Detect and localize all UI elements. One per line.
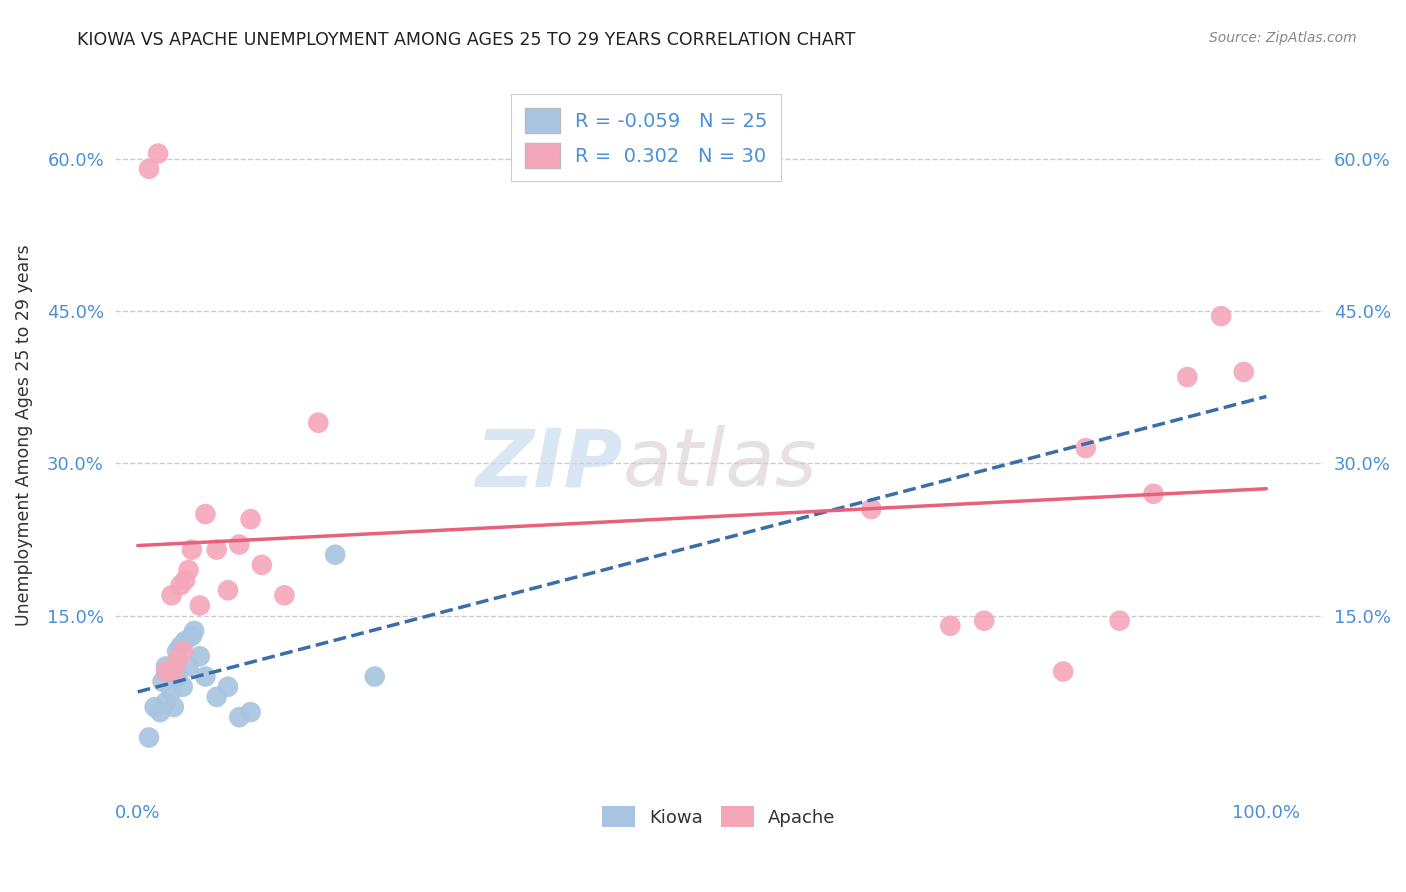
Point xyxy=(323,548,346,562)
Point xyxy=(155,695,177,709)
Point xyxy=(217,583,239,598)
Point xyxy=(1142,487,1164,501)
Point xyxy=(163,665,186,679)
Point xyxy=(180,542,202,557)
Point xyxy=(273,588,295,602)
Point xyxy=(166,644,188,658)
Point xyxy=(143,700,166,714)
Point xyxy=(155,659,177,673)
Point xyxy=(166,669,188,683)
Point xyxy=(160,588,183,602)
Point xyxy=(860,502,883,516)
Text: atlas: atlas xyxy=(623,425,817,503)
Point xyxy=(1052,665,1074,679)
Point xyxy=(155,665,177,679)
Point xyxy=(217,680,239,694)
Point xyxy=(163,700,186,714)
Point xyxy=(228,710,250,724)
Text: KIOWA VS APACHE UNEMPLOYMENT AMONG AGES 25 TO 29 YEARS CORRELATION CHART: KIOWA VS APACHE UNEMPLOYMENT AMONG AGES … xyxy=(77,31,856,49)
Point xyxy=(364,669,387,683)
Point xyxy=(250,558,273,572)
Point xyxy=(973,614,995,628)
Point xyxy=(1074,441,1097,455)
Text: Source: ZipAtlas.com: Source: ZipAtlas.com xyxy=(1209,31,1357,45)
Point xyxy=(169,578,191,592)
Point xyxy=(1175,370,1198,384)
Point xyxy=(239,512,262,526)
Point xyxy=(177,659,200,673)
Point xyxy=(228,537,250,551)
Point xyxy=(205,690,228,704)
Point xyxy=(194,669,217,683)
Point xyxy=(1233,365,1256,379)
Point xyxy=(160,665,183,679)
Point xyxy=(169,639,191,653)
Point xyxy=(172,644,194,658)
Point xyxy=(194,507,217,521)
Point xyxy=(138,731,160,745)
Point xyxy=(174,573,197,587)
Point xyxy=(939,619,962,633)
Point xyxy=(149,705,172,719)
Point xyxy=(166,654,188,668)
Point xyxy=(138,161,160,176)
Point xyxy=(172,680,194,694)
Point xyxy=(307,416,329,430)
Point xyxy=(160,685,183,699)
Point xyxy=(188,599,211,613)
Point xyxy=(188,649,211,664)
Text: ZIP: ZIP xyxy=(475,425,623,503)
Point xyxy=(177,563,200,577)
Point xyxy=(146,146,169,161)
Point xyxy=(239,705,262,719)
Point xyxy=(1211,309,1233,323)
Point xyxy=(174,634,197,648)
Point xyxy=(180,629,202,643)
Point xyxy=(183,624,205,638)
Point xyxy=(1108,614,1130,628)
Legend: Kiowa, Apache: Kiowa, Apache xyxy=(595,799,842,834)
Point xyxy=(152,674,174,689)
Y-axis label: Unemployment Among Ages 25 to 29 years: Unemployment Among Ages 25 to 29 years xyxy=(15,244,32,626)
Point xyxy=(205,542,228,557)
